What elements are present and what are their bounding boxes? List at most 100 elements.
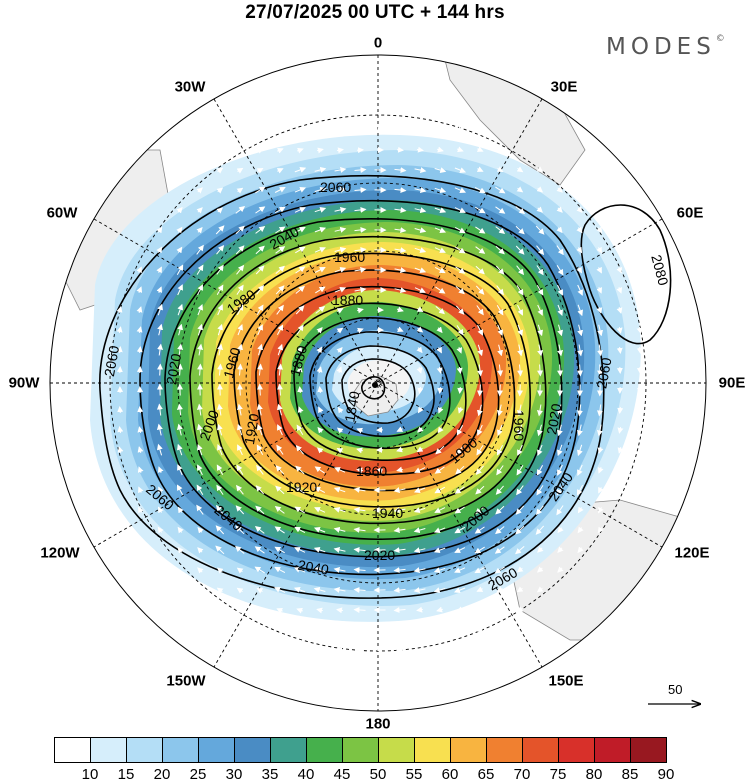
wind-vector (417, 630, 423, 631)
colorbar-tick-label: 45 (334, 766, 351, 783)
wind-vector (297, 129, 303, 131)
colorbar-tick-label: 65 (478, 766, 495, 783)
wind-vector (457, 629, 463, 631)
wind-vector (120, 407, 121, 413)
wind-vector (460, 387, 461, 393)
wind-vector (397, 130, 403, 131)
wind-vector (457, 609, 463, 611)
lon-label-90e: 90E (719, 375, 746, 392)
colorbar-tick-label: 10 (82, 766, 99, 783)
colorbar-tick-label: 35 (262, 766, 279, 783)
lon-label-120e: 120E (674, 545, 709, 562)
wind-vector (437, 629, 443, 630)
lon-label-90w: 90W (9, 375, 40, 392)
pole-marker (372, 382, 378, 388)
wind-vector (317, 129, 323, 130)
colorbar-swatch (270, 737, 307, 763)
colorbar-tick-label: 60 (442, 766, 459, 783)
map-title: 27/07/2025 00 UTC + 144 hrs (0, 2, 750, 24)
contour-label: 2060 (320, 179, 351, 195)
colorbar-tick-label: 15 (118, 766, 135, 783)
wind-vector (497, 609, 502, 612)
colorbar-tick-label: 30 (226, 766, 243, 783)
lon-label-60w: 60W (47, 205, 78, 222)
contour-label: 2020 (364, 547, 395, 563)
colorbar-swatch (198, 737, 235, 763)
wind-vector (397, 150, 403, 151)
colorbar-tick-label: 25 (190, 766, 207, 783)
colorbar-swatch (162, 737, 199, 763)
wind-vector (619, 467, 621, 473)
wind-vector (497, 149, 502, 152)
colorbar-swatch (486, 737, 523, 763)
colorbar-tick-label: 20 (154, 766, 171, 783)
wind-vector (160, 365, 161, 376)
brand-mark: © (716, 34, 725, 44)
lon-label-180: 180 (365, 716, 390, 733)
colorbar-swatch (126, 737, 163, 763)
reference-vector-label: 50 (668, 682, 682, 697)
wind-vector (457, 129, 463, 131)
colorbar-tick-label: 40 (298, 766, 315, 783)
colorbar-swatch (90, 737, 127, 763)
wind-vector (437, 129, 443, 130)
wind-vector (240, 385, 241, 396)
contour-label: 1880 (332, 292, 363, 308)
wind-vector (520, 385, 521, 396)
lon-label-150w: 150W (166, 673, 205, 690)
lon-label-120w: 120W (40, 545, 79, 562)
wind-vector (500, 385, 501, 396)
colorbar-tick-label: 55 (406, 766, 423, 783)
colorbar-swatch (234, 737, 271, 763)
wind-vector (477, 609, 482, 611)
colorbar-tick-label: 50 (370, 766, 387, 783)
wind-vector (300, 387, 301, 393)
wind-vector (337, 130, 343, 131)
colorbar-tick-label: 75 (550, 766, 567, 783)
contour-label: 1940 (372, 505, 403, 521)
contour-label: 1860 (356, 463, 387, 479)
brand-logo: MODES© (606, 34, 725, 60)
colorbar-swatch (306, 737, 343, 763)
brand-name: MODES (606, 34, 716, 60)
wind-vector (317, 629, 323, 630)
colorbar-swatch (450, 737, 487, 763)
wind-vector (337, 630, 343, 631)
wind-vector (397, 630, 403, 631)
wind-vector (277, 629, 283, 631)
colorbar-swatch (342, 737, 379, 763)
colorbar-swatch (594, 737, 631, 763)
lon-label-60e: 60E (677, 205, 704, 222)
wind-vector (140, 407, 141, 413)
colorbar-tick-label: 85 (622, 766, 639, 783)
lon-label-0: 0 (374, 35, 382, 52)
wind-vector (260, 385, 261, 396)
lon-label-30e: 30E (551, 79, 578, 96)
colorbar-tick-label: 80 (586, 766, 603, 783)
lon-label-30w: 30W (175, 79, 206, 96)
contour-label: 1920 (286, 479, 317, 495)
colorbar-swatch (522, 737, 559, 763)
wind-vector (619, 487, 621, 492)
colorbar-swatch (630, 737, 667, 763)
colorbar-swatch (558, 737, 595, 763)
wind-vector (640, 407, 641, 413)
colorbar-tick-label: 70 (514, 766, 531, 783)
wind-vector (257, 609, 262, 612)
colorbar-swatch (414, 737, 451, 763)
colorbar-swatch (378, 737, 415, 763)
wind-vector (417, 130, 423, 131)
lon-label-150e: 150E (548, 673, 583, 690)
contour-label: 1960 (334, 249, 365, 265)
wind-vector (337, 650, 343, 651)
wind-vector (620, 407, 621, 413)
wind-vector (297, 629, 303, 631)
wind-vector (257, 149, 262, 152)
wind-vector (237, 608, 242, 611)
colorbar-swatch (54, 737, 91, 763)
colorbar-tick-label: 90 (658, 766, 675, 783)
wind-vector (440, 387, 441, 393)
wind-vector (640, 427, 641, 433)
contour-label: 1960 (511, 410, 527, 441)
